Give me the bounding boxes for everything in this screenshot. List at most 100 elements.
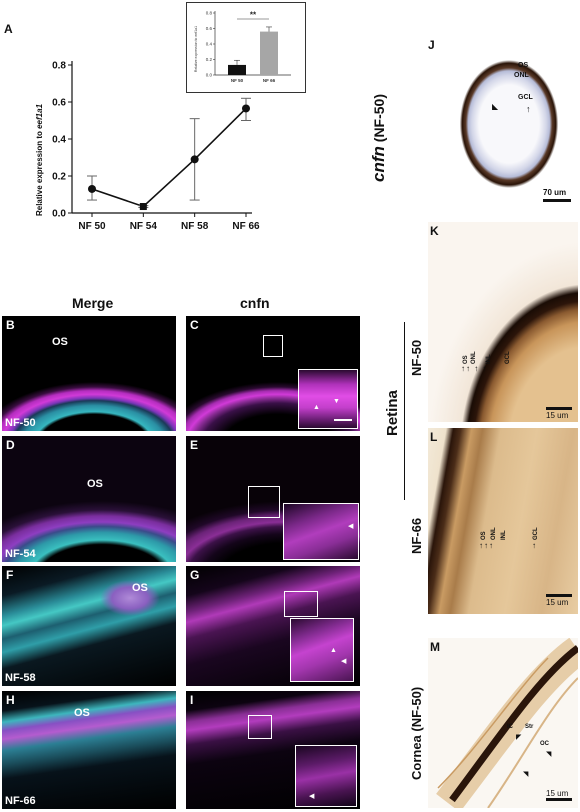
micrograph-h-merge-nf66: H OS NF-66: [2, 691, 176, 809]
zoom-box-e: [248, 486, 280, 518]
micrograph-f-merge-nf58: F OS NF-58: [2, 566, 176, 686]
label-retina-nf66: NF-66: [409, 517, 424, 554]
inset-bar: [228, 64, 246, 75]
inset-y-tick-label: 0.0: [206, 73, 213, 78]
scale-label-l: 15 um: [546, 598, 569, 607]
series-line: [91, 107, 247, 208]
micrograph-b-merge-nf50: B OS NF-50: [2, 316, 176, 431]
label-retina: Retina: [384, 390, 401, 436]
layer-inl-l: INL: [501, 530, 507, 540]
inset-x-tick-label: NF 50: [231, 78, 244, 83]
panel-label-j: J: [428, 38, 435, 52]
micrograph-e-cnfn-nf54: E ◀: [186, 436, 360, 562]
data-point: [190, 155, 199, 164]
arrowhead-c1: ▲: [313, 404, 320, 411]
micrograph-d-merge-nf54: D OS NF-54: [2, 436, 176, 562]
inset-bar-chart-frame: Relative expression to eef1a1 0.0 0.2 0.4 0…: [186, 2, 306, 93]
data-point: [139, 203, 147, 211]
retina-divider-line: [404, 322, 405, 500]
stage-label-d: NF-54: [5, 548, 36, 560]
stage-nf50-j: (NF-50): [371, 93, 387, 147]
scalebar-l: [546, 594, 572, 597]
label-cornea-nf50: Cornea (NF-50): [409, 686, 424, 780]
scale-label-j: 70 um: [543, 188, 567, 197]
panel-label-c: C: [190, 318, 199, 332]
arrowhead-g1: ▲: [330, 647, 337, 654]
layer-os-l: OS: [481, 531, 487, 540]
arrows-k: ↑↑ ↑ ↑: [461, 364, 488, 373]
layer-gcl-l: GCL: [533, 527, 539, 540]
cornea-drawing: [436, 638, 578, 808]
arrowhead-j1: ◣: [492, 102, 499, 111]
micrograph-g-cnfn-nf58: G ▲ ◀: [186, 566, 360, 686]
panel-label-h: H: [6, 693, 15, 707]
os-label-b: OS: [52, 336, 68, 348]
y-axis-label: Relative expression to eef1a1: [35, 103, 44, 216]
y-tick-label: 0.0: [52, 209, 66, 220]
data-point: [88, 184, 96, 193]
layer-onl-j: ONL: [514, 72, 529, 79]
inset-y-tick-label: 0.8: [206, 11, 213, 16]
layer-onl-l: ONL: [491, 527, 497, 540]
scalebar-j: [543, 199, 571, 202]
zoom-box-c: [263, 335, 283, 357]
panel-label-a: A: [4, 22, 13, 36]
arrows-l: ↑↑↑: [479, 541, 494, 550]
scale-label-m: 15 um: [546, 789, 569, 798]
stage-label-h: NF-66: [5, 795, 36, 807]
layer-os-k: OS: [463, 355, 469, 364]
arrowhead-g2: ◀: [341, 658, 347, 665]
inset-y-tick-label: 0.2: [206, 57, 213, 62]
micrograph-i-cnfn-nf66: I ◀: [186, 691, 360, 809]
expression-line-chart: Relative expression to eef1a1 0.0 0.2 0.4 0…: [35, 61, 260, 233]
scale-label-k: 15 um: [546, 411, 569, 420]
arrow-j2: ↑: [526, 104, 531, 114]
zoom-box-g: [284, 591, 318, 617]
arrowhead-m3: ◥: [523, 771, 529, 778]
inset-y-tick-label: 0.4: [206, 42, 213, 47]
micrograph-l-retina-nf66: L OS ONL INL GCL ↑↑↑ ↑ 15 um: [428, 428, 578, 614]
zoom-inset-i: ◀: [295, 745, 357, 807]
panel-label-k: K: [430, 224, 439, 238]
panel-label-d: D: [6, 438, 15, 452]
inset-bar: [260, 31, 278, 76]
label-retina-nf50: NF-50: [409, 339, 424, 376]
layer-gcl-k: GCL: [505, 351, 511, 364]
x-tick-label: NF 54: [130, 221, 158, 232]
layer-ic-m: IC: [507, 724, 513, 730]
layer-onl-k: ONL: [471, 351, 477, 364]
scalebar-m: [546, 798, 572, 801]
inset-x-tick-label: NF 66: [263, 78, 276, 83]
y-tick-label: 0.4: [52, 135, 66, 146]
panel-label-e: E: [190, 438, 199, 452]
micrograph-c-cnfn-nf50: C ▲ ▼: [186, 316, 360, 431]
panel-label-m: M: [430, 640, 440, 654]
y-tick-label: 0.6: [52, 98, 66, 109]
layer-inl-k: INL: [486, 354, 492, 364]
os-label-d: OS: [87, 478, 103, 490]
x-tick-label: NF 58: [181, 221, 209, 232]
zoom-inset-e: ◀: [283, 503, 359, 560]
arrowhead-e1: ◀: [348, 523, 354, 530]
x-tick-label: NF 50: [78, 221, 106, 232]
stage-label-b: NF-50: [5, 417, 36, 429]
arrow-l-gcl: ↑: [532, 541, 536, 550]
panel-label-b: B: [6, 318, 15, 332]
zoom-inset-c: ▲ ▼: [298, 369, 358, 429]
data-point: [242, 104, 250, 113]
panel-label-g: G: [190, 568, 200, 582]
os-label-h: OS: [74, 707, 90, 719]
zoom-inset-g: ▲ ◀: [290, 618, 354, 682]
inset-y-axis-label: Relative expression to eef1a1: [194, 26, 198, 72]
panel-label-l: L: [430, 430, 438, 444]
label-cnfn-nf50: cnfn (NF-50): [369, 94, 389, 182]
stage-label-f: NF-58: [5, 672, 36, 684]
layer-str-m: Str: [525, 724, 534, 730]
gene-name-cnfn: cnfn: [369, 146, 388, 182]
significance-marker: **: [250, 11, 257, 20]
y-tick-label: 0.8: [52, 61, 66, 72]
layer-oc-m: OC: [540, 741, 549, 747]
x-tick-label: NF 66: [232, 221, 260, 232]
y-tick-label: 0.2: [52, 172, 66, 183]
arrowhead-c2: ▼: [333, 398, 340, 405]
